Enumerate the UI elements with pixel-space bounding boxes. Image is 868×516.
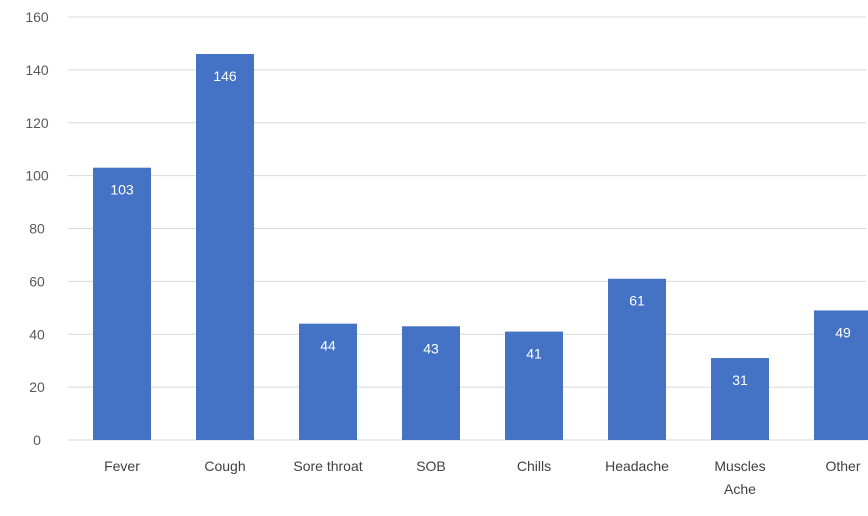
y-tick-label: 60 bbox=[29, 273, 45, 289]
y-tick-label: 100 bbox=[25, 168, 49, 184]
bar bbox=[608, 278, 666, 440]
data-label: 61 bbox=[629, 293, 645, 309]
data-label: 41 bbox=[526, 346, 542, 362]
bar bbox=[505, 331, 563, 440]
data-label: 43 bbox=[423, 340, 439, 356]
y-tick-label: 20 bbox=[29, 379, 45, 395]
x-tick-label: Muscles Ache bbox=[714, 458, 765, 497]
data-label: 49 bbox=[835, 324, 851, 340]
x-tick-label: Sore throat bbox=[293, 458, 362, 474]
data-label: 146 bbox=[213, 68, 237, 84]
y-tick-label: 140 bbox=[25, 62, 49, 78]
bar bbox=[711, 358, 769, 440]
bar bbox=[93, 167, 151, 440]
y-tick-label: 40 bbox=[29, 326, 45, 342]
bar bbox=[299, 323, 357, 440]
y-tick-label: 160 bbox=[25, 9, 49, 25]
x-tick-label: Headache bbox=[605, 458, 669, 474]
bars bbox=[93, 54, 868, 440]
data-label: 31 bbox=[732, 372, 748, 388]
x-axis: Fever Cough Sore throat SOB Chills Headache Mu… bbox=[104, 458, 861, 497]
y-tick-label: 80 bbox=[29, 221, 45, 237]
y-tick-label: 0 bbox=[33, 432, 41, 448]
x-tick-label: SOB bbox=[416, 458, 446, 474]
bar bbox=[402, 326, 460, 440]
x-tick-label: Fever bbox=[104, 458, 140, 474]
bar bbox=[814, 310, 868, 440]
data-labels: 103 146 44 43 41 61 31 49 bbox=[110, 68, 851, 388]
x-tick-label: Other bbox=[825, 458, 860, 474]
x-tick-label: Cough bbox=[204, 458, 245, 474]
y-axis: 0 20 40 60 80 100 120 140 160 bbox=[25, 9, 49, 448]
bar bbox=[196, 54, 254, 440]
x-tick-label: Chills bbox=[517, 458, 551, 474]
data-label: 44 bbox=[320, 338, 336, 354]
y-tick-label: 120 bbox=[25, 115, 49, 131]
data-label: 103 bbox=[110, 182, 134, 198]
